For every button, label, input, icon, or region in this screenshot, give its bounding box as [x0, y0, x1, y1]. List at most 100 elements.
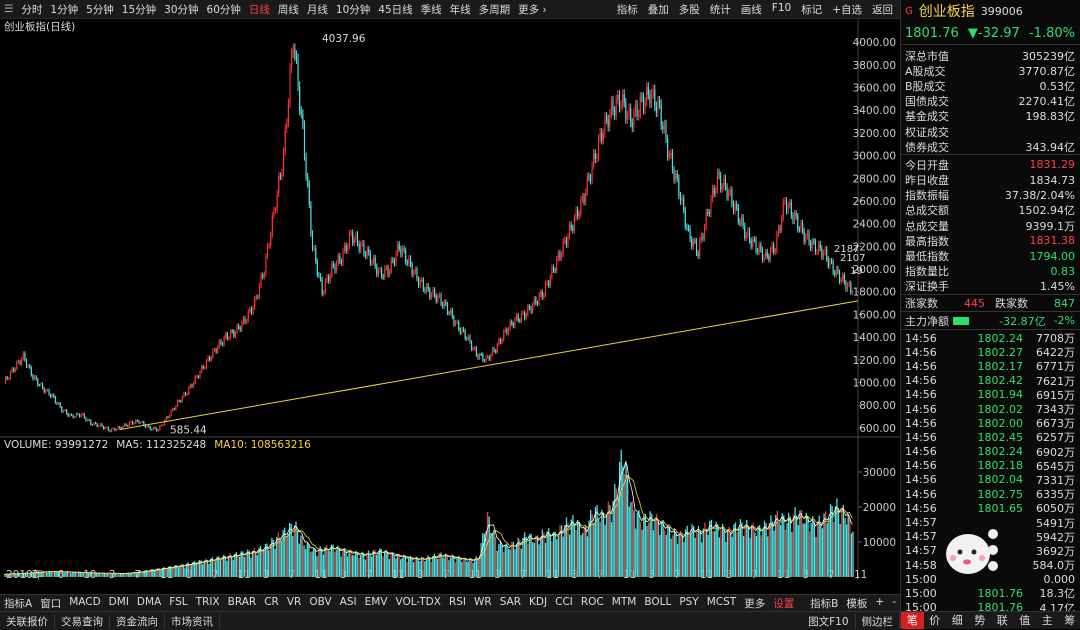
- period-tab-2[interactable]: 5分钟: [82, 2, 118, 17]
- tool-button-7[interactable]: +自选: [827, 2, 867, 17]
- status-right-1[interactable]: 侧边栏: [856, 614, 901, 629]
- indicator-tab-5[interactable]: FSL: [165, 596, 191, 611]
- tool-button-2[interactable]: 多股: [674, 2, 705, 17]
- candle-body: [447, 304, 448, 313]
- volume-bar: [717, 524, 718, 577]
- volume-bar: [852, 532, 853, 577]
- candle-body: [18, 361, 19, 362]
- indicator-tab-10[interactable]: OBV: [305, 596, 335, 611]
- indicator-tab-17[interactable]: KDJ: [525, 596, 551, 611]
- volume-bar: [318, 550, 319, 577]
- indicator-tab-23[interactable]: MCST: [703, 596, 740, 611]
- menu-icon[interactable]: ☰: [0, 3, 17, 15]
- indicator-tab-24[interactable]: 更多: [740, 596, 769, 611]
- volume-bar: [575, 530, 576, 577]
- indicator-tab-6[interactable]: TRIX: [192, 596, 224, 611]
- period-tab-11[interactable]: 季线: [417, 2, 446, 17]
- panel-tab-3[interactable]: 势: [969, 612, 992, 629]
- indicator-tab-1[interactable]: 窗口: [36, 596, 65, 611]
- period-tab-3[interactable]: 15分钟: [118, 2, 160, 17]
- tool-button-8[interactable]: 返回: [867, 2, 898, 17]
- panel-tab-5[interactable]: 值: [1014, 612, 1037, 629]
- status-link-1[interactable]: 交易查询: [55, 614, 110, 629]
- period-tab-13[interactable]: 多周期: [475, 2, 515, 17]
- indicator-right-0[interactable]: 指标B: [806, 596, 842, 611]
- period-tab-5[interactable]: 60分钟: [203, 2, 245, 17]
- tool-button-3[interactable]: 统计: [705, 2, 736, 17]
- panel-tab-7[interactable]: 筹: [1059, 612, 1080, 629]
- tool-button-1[interactable]: 叠加: [643, 2, 674, 17]
- tool-button-5[interactable]: F10: [767, 2, 796, 17]
- indicator-tab-7[interactable]: BRAR: [224, 596, 261, 611]
- indicator-tab-14[interactable]: RSI: [445, 596, 470, 611]
- tool-button-6[interactable]: 标记: [796, 2, 827, 17]
- candle-body: [440, 295, 441, 304]
- panel-tab-0[interactable]: 笔: [901, 612, 924, 629]
- indicator-tab-8[interactable]: CR: [260, 596, 283, 611]
- volume-bar: [464, 558, 465, 577]
- indicator-tab-25[interactable]: 设置: [769, 596, 798, 611]
- indicator-tab-3[interactable]: DMI: [105, 596, 133, 611]
- panel-tab-6[interactable]: 主: [1036, 612, 1059, 629]
- tool-button-4[interactable]: 画线: [736, 2, 767, 17]
- period-tab-7[interactable]: 周线: [274, 2, 303, 17]
- indicator-tab-9[interactable]: VR: [283, 596, 305, 611]
- indicator-tab-20[interactable]: MTM: [608, 596, 641, 611]
- indicator-right-1[interactable]: 模板: [842, 596, 871, 611]
- indicator-tab-21[interactable]: BOLL: [640, 596, 675, 611]
- indicator-tab-4[interactable]: DMA: [133, 596, 165, 611]
- recent-label-3: 19: [850, 266, 863, 277]
- candle-body: [81, 414, 82, 416]
- period-tab-1[interactable]: 1分钟: [46, 2, 82, 17]
- volume-bar: [783, 515, 784, 577]
- indicator-right-3[interactable]: -: [888, 596, 900, 611]
- status-link-2[interactable]: 资金流向: [110, 614, 165, 629]
- candle-body: [600, 132, 601, 138]
- indicator-tab-22[interactable]: PSY: [675, 596, 702, 611]
- status-link-3[interactable]: 市场资讯: [165, 614, 220, 629]
- volume-bar: [262, 551, 263, 577]
- indicator-tab-15[interactable]: WR: [470, 596, 496, 611]
- indicator-right-2[interactable]: +: [871, 596, 888, 611]
- volume-bar: [466, 562, 467, 577]
- volume-bar: [579, 522, 580, 577]
- panel-tab-2[interactable]: 细: [946, 612, 969, 629]
- candle-body: [487, 357, 488, 358]
- volume-bar: [817, 521, 818, 577]
- panel-tab-4[interactable]: 联: [991, 612, 1014, 629]
- period-tab-8[interactable]: 月线: [303, 2, 332, 17]
- indicator-tab-16[interactable]: SAR: [496, 596, 525, 611]
- period-tab-6[interactable]: 日线: [245, 2, 274, 17]
- volume-bar: [88, 573, 89, 577]
- indicator-tab-11[interactable]: ASI: [336, 596, 361, 611]
- volume-bar: [368, 550, 369, 577]
- volume-bar: [627, 475, 628, 577]
- volume-bar: [28, 574, 29, 577]
- period-tab-0[interactable]: 分时: [17, 2, 46, 17]
- period-tab-9[interactable]: 10分钟: [332, 2, 374, 17]
- indicator-tab-18[interactable]: CCI: [551, 596, 577, 611]
- indicator-tab-19[interactable]: ROC: [577, 596, 608, 611]
- candle-body: [767, 252, 768, 257]
- period-tab-12[interactable]: 年线: [446, 2, 475, 17]
- period-tab-10[interactable]: 45日线: [374, 2, 416, 17]
- indicator-tab-13[interactable]: VOL-TDX: [391, 596, 444, 611]
- indicator-tab-0[interactable]: 指标A: [0, 596, 36, 611]
- chart-canvas[interactable]: 600.00800.001000.001200.001400.001600.00…: [0, 19, 900, 580]
- period-tab-4[interactable]: 30分钟: [160, 2, 202, 17]
- volume-bar: [508, 549, 509, 577]
- panel-tab-1[interactable]: 价: [924, 612, 947, 629]
- volume-bar: [794, 507, 795, 577]
- tool-button-0[interactable]: 指标: [612, 2, 643, 17]
- index-name[interactable]: 创业板指: [919, 1, 975, 21]
- volume-bar: [606, 515, 607, 577]
- indicator-tab-2[interactable]: MACD: [65, 596, 104, 611]
- candle-body: [379, 270, 380, 271]
- period-tab-14[interactable]: 更多 ›: [514, 2, 551, 17]
- indicator-tab-12[interactable]: EMV: [361, 596, 392, 611]
- status-right-0[interactable]: 图文F10: [802, 614, 855, 629]
- status-link-0[interactable]: 关联报价: [0, 614, 55, 629]
- volume-bar: [353, 555, 354, 577]
